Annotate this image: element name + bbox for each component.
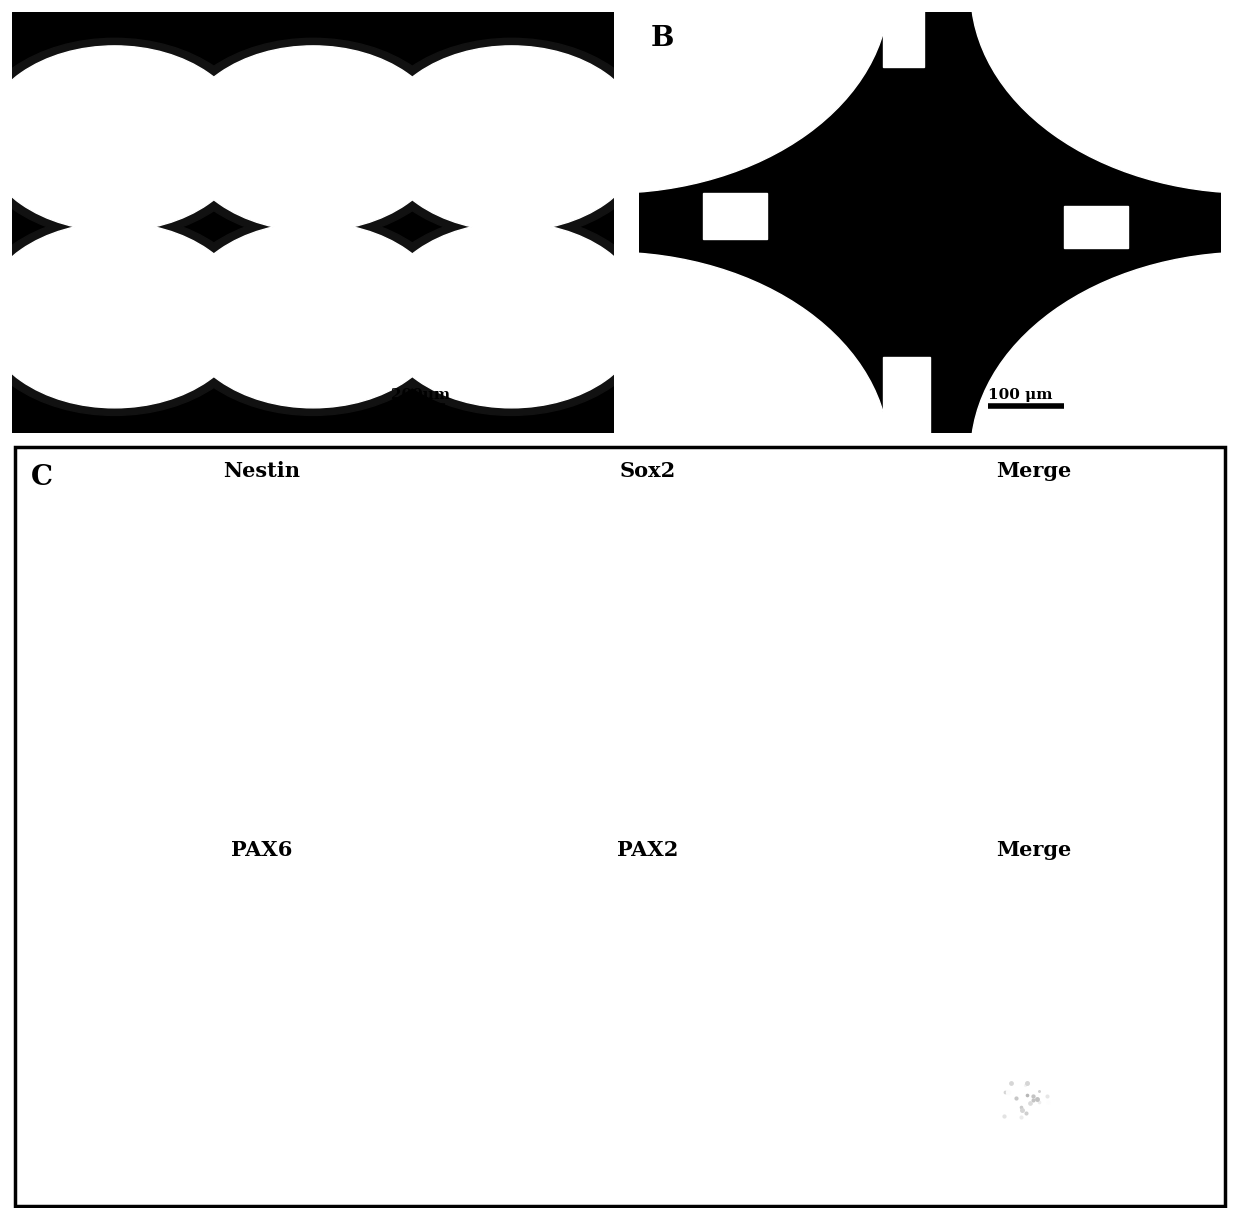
Text: Merge: Merge [996,460,1071,481]
Text: C: C [31,465,52,492]
Text: Nestin: Nestin [223,460,300,481]
Circle shape [330,253,889,656]
Circle shape [368,38,655,239]
Circle shape [368,215,655,416]
Circle shape [0,223,247,407]
Text: B: B [650,24,673,51]
Text: PAX6: PAX6 [231,841,291,860]
Circle shape [379,46,644,231]
Polygon shape [703,193,766,239]
Circle shape [0,38,258,239]
Circle shape [181,46,445,231]
Polygon shape [883,357,930,442]
Polygon shape [639,12,1221,433]
Text: 100 μm: 100 μm [988,388,1053,401]
Circle shape [0,46,247,231]
Polygon shape [639,12,1221,433]
Text: PAX2: PAX2 [616,841,678,860]
Circle shape [971,253,1240,656]
Circle shape [170,215,456,416]
Circle shape [330,0,889,193]
Circle shape [170,38,456,239]
Polygon shape [12,12,614,433]
Circle shape [181,223,445,407]
Circle shape [0,215,258,416]
Polygon shape [883,4,924,67]
Text: Sox2: Sox2 [619,460,676,481]
Text: A: A [25,24,46,51]
Text: Merge: Merge [996,841,1071,860]
Polygon shape [1064,206,1128,248]
Text: 200μm: 200μm [392,388,450,401]
Circle shape [379,223,644,407]
Circle shape [971,0,1240,193]
